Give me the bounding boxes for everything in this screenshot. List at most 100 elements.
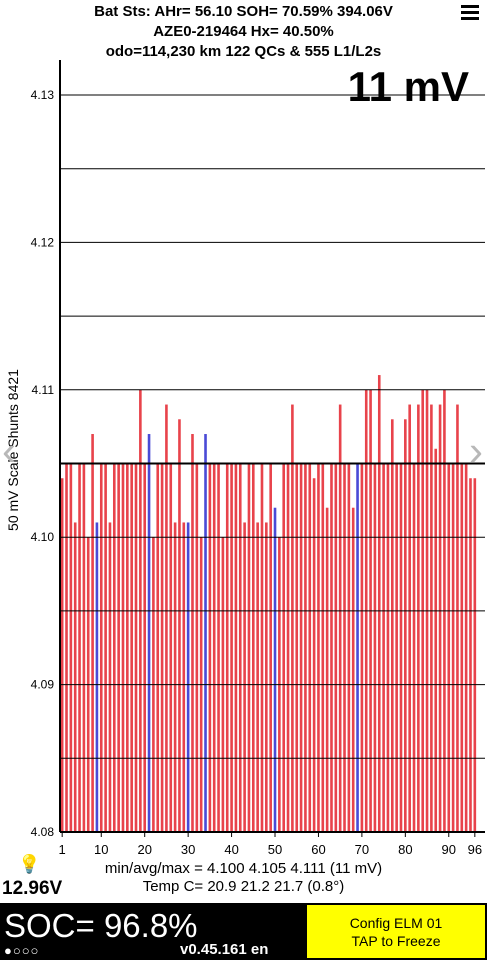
cell-bar xyxy=(299,463,303,832)
cell-bar xyxy=(430,404,433,832)
config-label: Config ELM 01 xyxy=(349,914,443,931)
cell-bar xyxy=(438,404,442,832)
y-tick-label: 4.09 xyxy=(31,678,55,692)
config-freeze-button[interactable]: Config ELM 01 TAP to Freeze xyxy=(307,905,485,958)
freeze-label: TAP to Freeze xyxy=(351,932,441,949)
cell-bar xyxy=(160,463,164,832)
cell-bar xyxy=(195,463,199,832)
cell-bar xyxy=(117,463,120,832)
cell-bar xyxy=(121,463,125,832)
y-tick-label: 4.11 xyxy=(32,383,55,397)
cell-bar xyxy=(399,463,403,832)
cell-bar xyxy=(404,419,407,832)
cell-bar xyxy=(191,434,194,832)
cell-bar xyxy=(165,404,168,832)
shunt-cell-bar xyxy=(356,463,359,832)
cell-bar xyxy=(243,522,246,832)
cell-bar xyxy=(347,463,351,832)
cell-bar xyxy=(377,375,381,832)
version-label: v0.45.161 en xyxy=(180,941,269,958)
cell-bar xyxy=(295,463,299,832)
cell-bar xyxy=(408,404,411,832)
cell-bar xyxy=(312,478,316,832)
x-tick-label: 50 xyxy=(268,842,282,857)
x-tick-label: 30 xyxy=(181,842,195,857)
cell-bar xyxy=(338,404,342,832)
cell-bar xyxy=(417,404,420,832)
cell-bar xyxy=(351,507,355,832)
cell-bar xyxy=(134,463,138,832)
shunt-cell-bar xyxy=(186,522,190,832)
cell-bar xyxy=(412,463,416,832)
cell-bar xyxy=(217,463,220,832)
cell-bar xyxy=(130,463,133,832)
cell-bar xyxy=(460,463,464,832)
cell-bar xyxy=(104,463,107,832)
min-avg-max-line: min/avg/max = 4.100 4.105 4.111 (11 mV) xyxy=(104,860,383,877)
cell-bar xyxy=(208,463,212,832)
cell-bar xyxy=(469,478,472,832)
lightbulb-icon[interactable]: 💡 xyxy=(18,854,41,874)
cell-bar xyxy=(330,463,333,832)
cell-bar xyxy=(317,463,320,832)
cell-bar xyxy=(182,522,186,832)
next-screen-icon[interactable]: › xyxy=(469,427,483,474)
cell-bar xyxy=(473,478,477,832)
cell-bar xyxy=(212,463,216,832)
cell-bar xyxy=(265,522,268,832)
cell-bar xyxy=(178,419,181,832)
cell-bar xyxy=(251,463,255,832)
connection-dots: ●○○○ xyxy=(4,943,40,958)
y-tick-label: 4.10 xyxy=(31,530,55,544)
cell-bar xyxy=(82,463,86,832)
temperature-line: Temp C= 20.9 21.2 21.7 (0.8°) xyxy=(142,878,345,895)
soc-readout: SOC= 96.8% xyxy=(4,907,198,944)
cell-bar xyxy=(247,463,251,832)
shunt-cell-bar xyxy=(95,522,99,832)
cell-bar xyxy=(395,463,398,832)
cell-bar xyxy=(260,463,264,832)
cell-bar xyxy=(334,463,338,832)
cell-bar xyxy=(69,463,73,832)
cell-bar xyxy=(325,507,329,832)
cell-bar xyxy=(112,463,116,832)
cell-bar xyxy=(126,463,129,832)
cell-bar xyxy=(360,463,364,832)
status-bar: SOC= 96.8% ●○○○ v0.45.161 en Config ELM … xyxy=(0,903,487,960)
cell-bar xyxy=(91,434,94,832)
cell-bar xyxy=(60,478,64,832)
x-tick-label: 90 xyxy=(442,842,456,857)
previous-screen-icon[interactable]: ‹ xyxy=(2,427,16,474)
shunt-cell-bar xyxy=(273,507,277,832)
y-tick-label: 4.13 xyxy=(31,88,55,102)
x-tick-label: 20 xyxy=(137,842,151,857)
cell-bar xyxy=(286,463,290,832)
x-tick-label: 80 xyxy=(398,842,412,857)
shunt-cell-bar xyxy=(204,434,207,832)
cell-bar xyxy=(234,463,238,832)
cell-bar xyxy=(108,522,112,832)
cell-bar xyxy=(256,522,259,832)
cell-bar xyxy=(156,463,160,832)
cell-bar xyxy=(451,463,455,832)
cell-bar xyxy=(434,448,438,832)
cell-bar xyxy=(343,463,346,832)
cell-bar xyxy=(291,404,294,832)
cell-bar xyxy=(269,463,272,832)
cell-bar xyxy=(382,463,385,832)
x-tick-label: 96 xyxy=(468,842,482,857)
x-tick-label: 40 xyxy=(224,842,238,857)
cell-bar xyxy=(447,463,451,832)
aux-battery-voltage: 12.96V xyxy=(2,878,63,899)
cell-bar xyxy=(304,463,307,832)
cell-bar xyxy=(386,463,390,832)
shunt-cell-bar xyxy=(147,434,151,832)
x-tick-label: 70 xyxy=(355,842,369,857)
cell-bar xyxy=(65,463,68,832)
cell-bar xyxy=(143,463,147,832)
hamburger-menu-icon[interactable] xyxy=(461,2,479,23)
cell-bar xyxy=(99,463,103,832)
x-tick-label: 60 xyxy=(311,842,325,857)
y-tick-label: 4.12 xyxy=(31,235,55,249)
cell-bar xyxy=(308,463,312,832)
